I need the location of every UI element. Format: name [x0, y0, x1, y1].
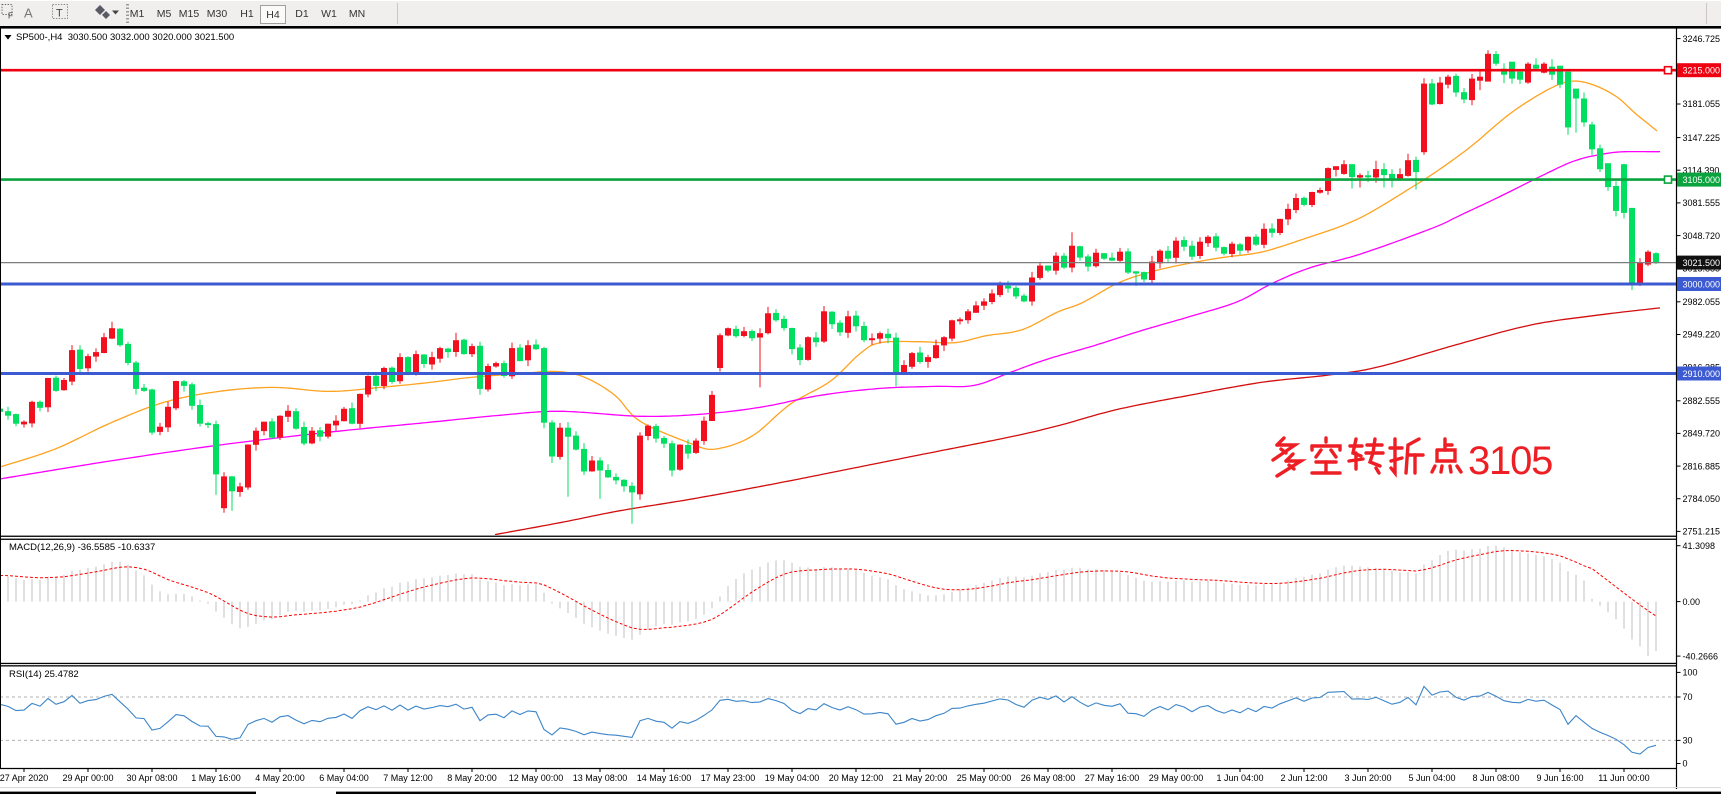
svg-text:1 May 16:00: 1 May 16:00 [191, 773, 241, 783]
svg-text:-40.2666: -40.2666 [1683, 651, 1719, 661]
svg-text:17 May 23:00: 17 May 23:00 [701, 773, 756, 783]
svg-text:2784.050: 2784.050 [1683, 494, 1721, 504]
svg-text:3246.725: 3246.725 [1683, 34, 1721, 44]
svg-text:3147.225: 3147.225 [1683, 133, 1721, 143]
svg-text:26 May 08:00: 26 May 08:00 [1021, 773, 1076, 783]
svg-text:2982.055: 2982.055 [1683, 297, 1721, 307]
svg-text:19 May 04:00: 19 May 04:00 [765, 773, 820, 783]
svg-text:7 May 12:00: 7 May 12:00 [383, 773, 433, 783]
svg-text:11 Jun 00:00: 11 Jun 00:00 [1598, 773, 1649, 783]
svg-text:3215.000: 3215.000 [1683, 66, 1721, 76]
svg-text:MACD(12,26,9) -36.5585 -10.633: MACD(12,26,9) -36.5585 -10.6337 [9, 542, 155, 553]
svg-text:21 May 20:00: 21 May 20:00 [893, 773, 948, 783]
svg-text:3 Jun 20:00: 3 Jun 20:00 [1344, 773, 1391, 783]
svg-text:SP500-,H4 3030.500 3032.000 3: SP500-,H4 3030.500 3032.000 3020.000 302… [16, 32, 234, 43]
svg-text:2 Jun 12:00: 2 Jun 12:00 [1280, 773, 1327, 783]
svg-text:T: T [56, 8, 63, 20]
svg-text:2910.000: 2910.000 [1683, 369, 1721, 379]
svg-text:2882.555: 2882.555 [1683, 396, 1721, 406]
svg-text:5 Jun 04:00: 5 Jun 04:00 [1408, 773, 1455, 783]
svg-text:3105: 3105 [1468, 439, 1552, 483]
svg-text:29 May 00:00: 29 May 00:00 [1149, 773, 1204, 783]
svg-text:2751.215: 2751.215 [1683, 527, 1721, 537]
svg-text:RSI(14) 25.4782: RSI(14) 25.4782 [9, 669, 79, 680]
svg-text:4 May 20:00: 4 May 20:00 [255, 773, 305, 783]
svg-text:3048.720: 3048.720 [1683, 231, 1721, 241]
svg-text:F: F [8, 12, 13, 21]
svg-text:14 May 16:00: 14 May 16:00 [637, 773, 692, 783]
svg-text:12 May 00:00: 12 May 00:00 [509, 773, 564, 783]
svg-text:27 Apr 2020: 27 Apr 2020 [0, 773, 48, 783]
svg-text:0.00: 0.00 [1683, 597, 1701, 607]
svg-text:A: A [24, 6, 33, 21]
svg-text:9 Jun 16:00: 9 Jun 16:00 [1536, 773, 1583, 783]
svg-text:0: 0 [1683, 759, 1688, 769]
svg-text:20 May 12:00: 20 May 12:00 [829, 773, 884, 783]
svg-text:3021.500: 3021.500 [1683, 258, 1721, 268]
svg-text:25 May 00:00: 25 May 00:00 [957, 773, 1012, 783]
svg-text:3181.055: 3181.055 [1683, 99, 1721, 109]
svg-text:70: 70 [1683, 692, 1693, 702]
svg-text:8 Jun 08:00: 8 Jun 08:00 [1472, 773, 1519, 783]
svg-text:6 May 04:00: 6 May 04:00 [319, 773, 369, 783]
svg-text:41.3098: 41.3098 [1683, 541, 1716, 551]
svg-text:29 Apr 00:00: 29 Apr 00:00 [62, 773, 113, 783]
svg-text:13 May 08:00: 13 May 08:00 [573, 773, 628, 783]
svg-text:8 May 20:00: 8 May 20:00 [447, 773, 497, 783]
svg-text:3105.000: 3105.000 [1683, 175, 1721, 185]
svg-text:2816.885: 2816.885 [1683, 461, 1721, 471]
svg-text:1 Jun 04:00: 1 Jun 04:00 [1216, 773, 1263, 783]
svg-text:3081.555: 3081.555 [1683, 198, 1721, 208]
svg-text:3114.390: 3114.390 [1683, 165, 1720, 175]
svg-text:2949.220: 2949.220 [1683, 330, 1721, 340]
svg-text:30: 30 [1683, 736, 1693, 746]
svg-text:100: 100 [1683, 668, 1698, 678]
svg-text:30 Apr 08:00: 30 Apr 08:00 [126, 773, 177, 783]
svg-text:2849.720: 2849.720 [1683, 429, 1721, 439]
svg-text:27 May 16:00: 27 May 16:00 [1085, 773, 1140, 783]
svg-text:3000.000: 3000.000 [1683, 279, 1721, 289]
